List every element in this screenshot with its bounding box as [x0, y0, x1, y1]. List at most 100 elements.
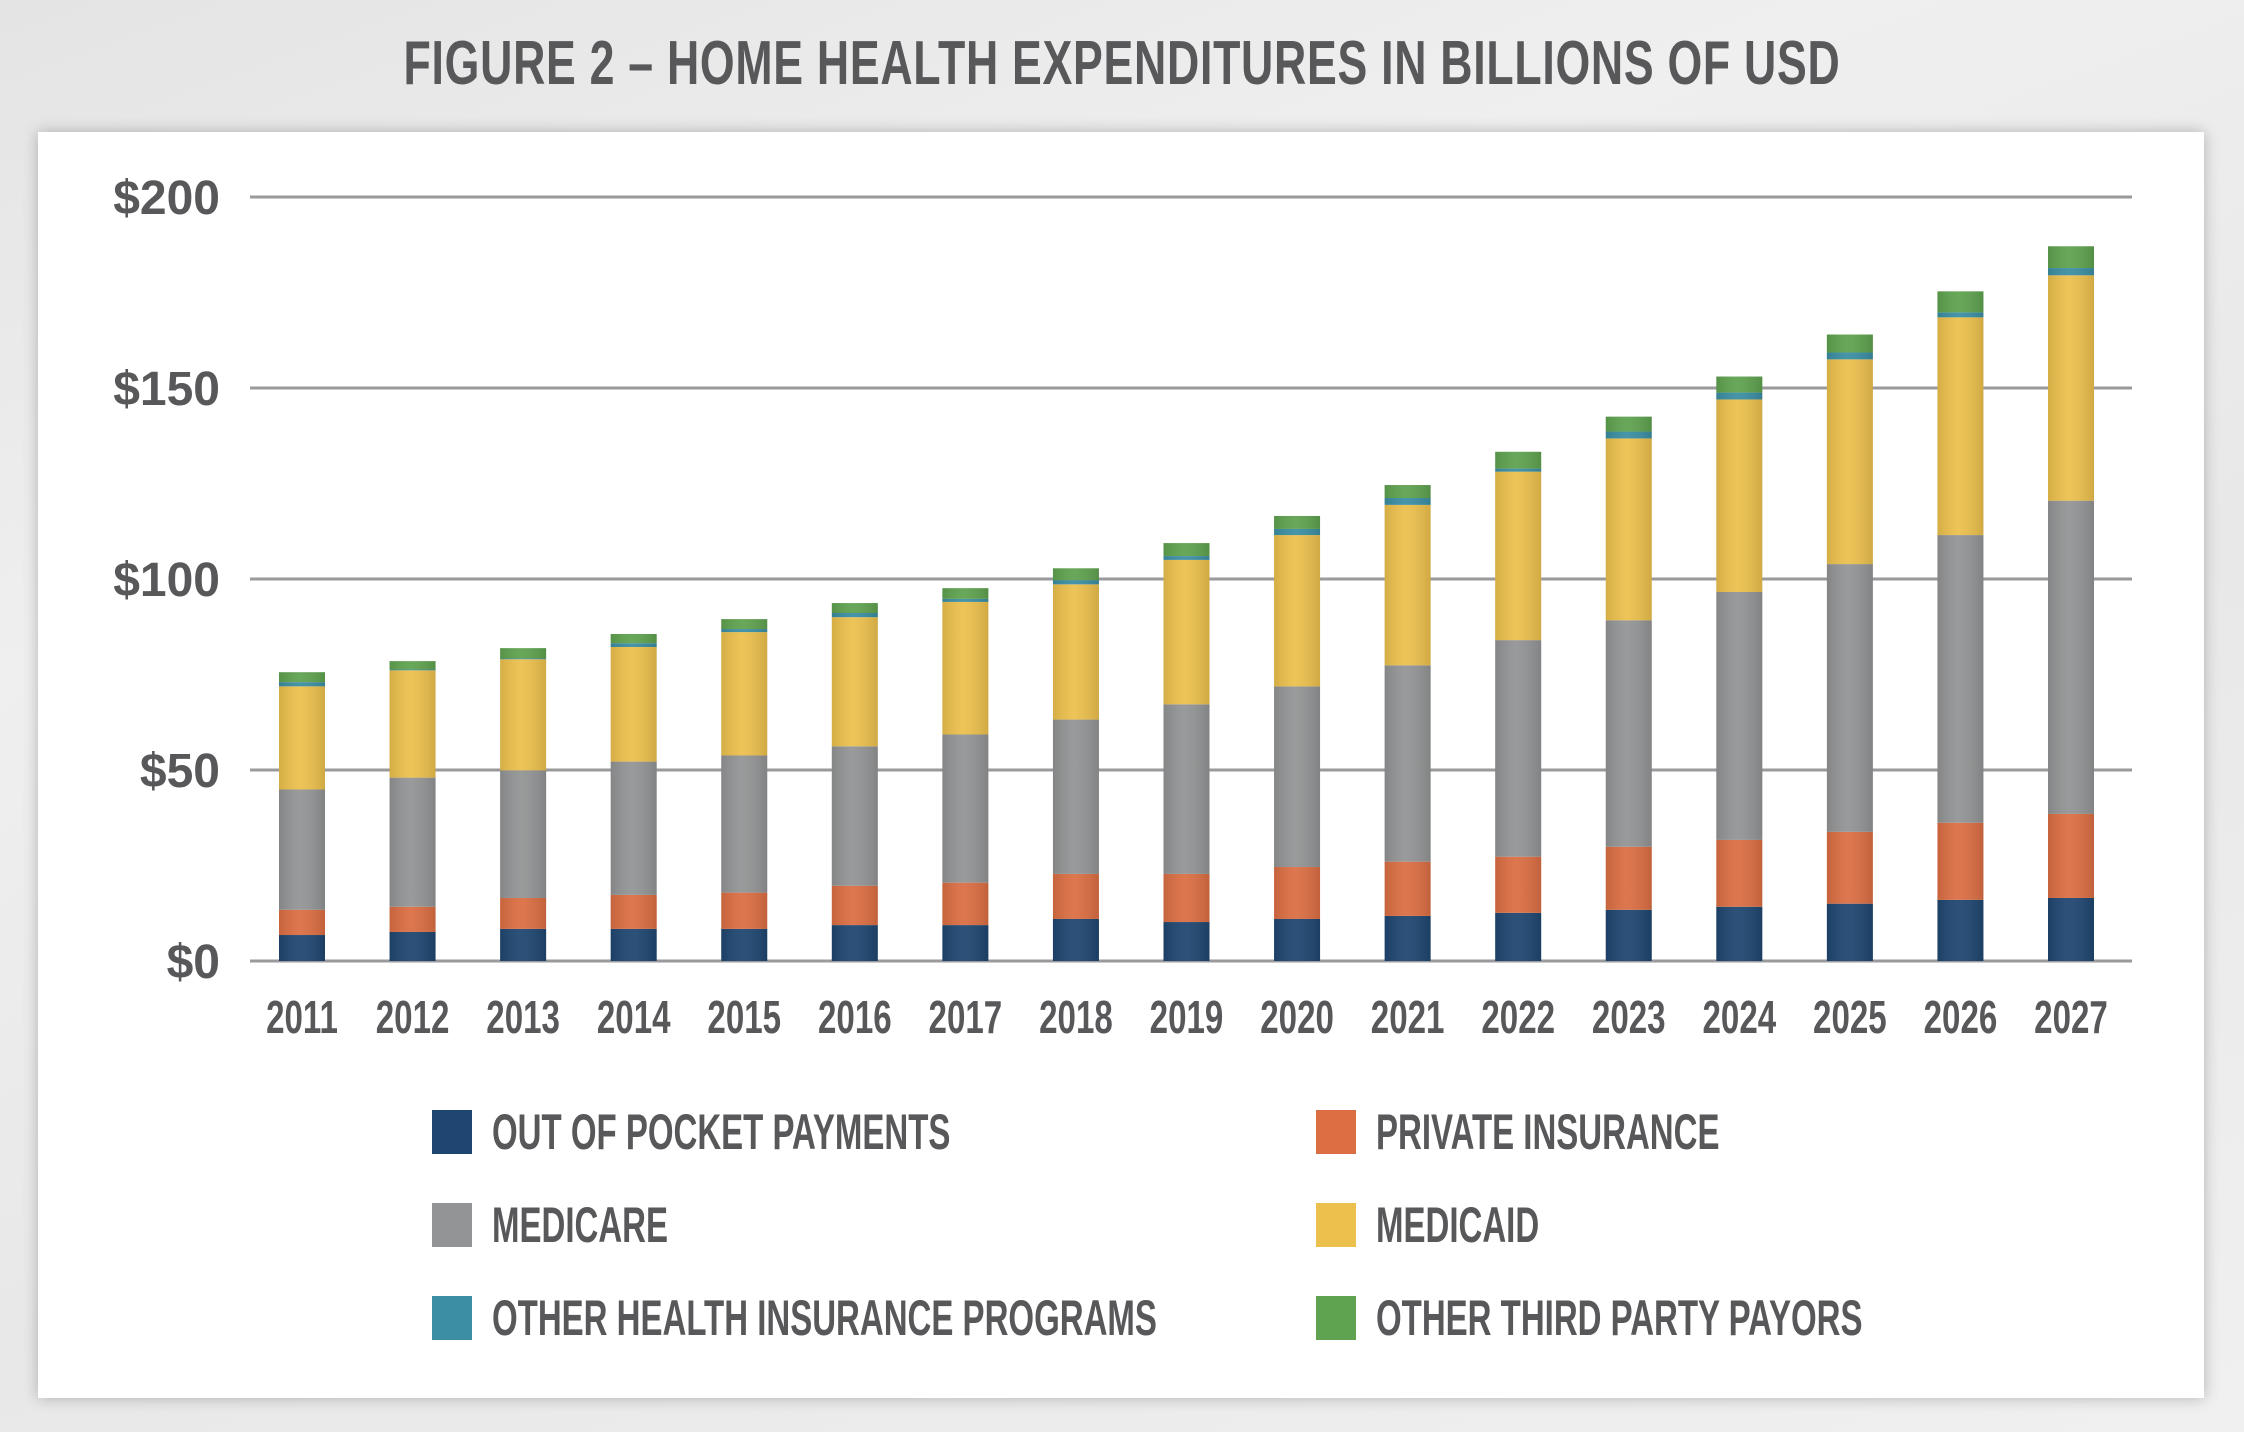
bar-shading — [389, 670, 436, 778]
bar-stack-2021 — [1384, 485, 1431, 961]
x-tick-label: 2013 — [486, 993, 560, 1043]
chart-title: FIGURE 2 – HOME HEALTH EXPENDITURES IN B… — [403, 29, 1841, 98]
bar-shading — [721, 755, 768, 893]
legend-item: OUT OF POCKET PAYMENTS — [432, 1104, 1187, 1160]
bar-shading — [2048, 246, 2094, 269]
x-tick-label: 2011 — [266, 993, 338, 1043]
bar-shading — [1384, 504, 1431, 666]
bar-stack-2024 — [1716, 376, 1763, 961]
bar-shading — [500, 659, 547, 771]
bar-stack-2016 — [831, 603, 878, 961]
bar-shading — [610, 894, 657, 929]
bar-shading — [831, 885, 878, 926]
bar-shading — [389, 669, 436, 671]
bar-shading — [831, 925, 878, 961]
bar-stack-2011 — [279, 672, 325, 961]
bar-shading — [279, 686, 325, 790]
bar-shading — [1052, 873, 1099, 919]
bar-shading — [279, 682, 325, 687]
bar-shading — [1937, 822, 1984, 900]
bar-shading — [1274, 515, 1321, 529]
bar-shading — [1384, 485, 1431, 499]
bar-shading — [831, 603, 878, 613]
x-tick-label: 2014 — [597, 993, 671, 1043]
legend-item: OTHER THIRD PARTY PAYORS — [1316, 1290, 2113, 1346]
bar-shading — [1052, 580, 1099, 585]
bar-shading — [610, 761, 657, 895]
bar-shading — [942, 734, 989, 883]
x-tick-label: 2017 — [929, 993, 1003, 1043]
legend-swatch — [432, 1203, 472, 1247]
bar-shading — [279, 789, 325, 910]
legend-item: MEDICAID — [1316, 1197, 1623, 1253]
bar-shading — [1937, 535, 1984, 823]
bar-shading — [1495, 468, 1542, 472]
bar-shading — [721, 892, 768, 929]
bar-shading — [389, 931, 436, 961]
legend-item: PRIVATE INSURANCE — [1316, 1104, 1896, 1160]
bar-shading — [942, 598, 989, 602]
legend-swatch — [1316, 1296, 1356, 1340]
bar-shading — [500, 658, 547, 660]
bar-shading — [1826, 831, 1873, 904]
bar-stack-2017 — [942, 588, 989, 961]
y-tick-label: $200 — [113, 172, 220, 225]
bar-shading — [1937, 317, 1984, 536]
x-tick-label: 2015 — [707, 993, 781, 1043]
bar-shading — [1605, 416, 1652, 432]
bar-shading — [1495, 912, 1542, 961]
y-tick-label: $150 — [113, 363, 220, 416]
bar-shading — [610, 646, 657, 762]
bar-shading — [1274, 535, 1321, 687]
bar-shading — [500, 928, 547, 961]
bar-stack-2012 — [389, 661, 436, 961]
x-tick-label: 2022 — [1481, 993, 1555, 1043]
bar-shading — [1716, 392, 1763, 400]
bar-stack-2027 — [2048, 246, 2094, 961]
bars — [279, 246, 2094, 961]
legend-label: MEDICAID — [1376, 1197, 1540, 1253]
bar-stack-2026 — [1937, 291, 1984, 961]
bar-shading — [500, 897, 547, 929]
y-tick-label: $100 — [113, 554, 220, 607]
y-axis-ticks: $0 $50 $100 $150 $200 — [113, 172, 220, 989]
bar-stack-2014 — [610, 634, 657, 961]
x-tick-label: 2024 — [1702, 993, 1776, 1043]
bar-shading — [1937, 899, 1984, 961]
bar-stack-2013 — [500, 648, 547, 961]
bar-shading — [1605, 909, 1652, 961]
bar-shading — [610, 643, 657, 647]
bar-shading — [1495, 451, 1542, 469]
bar-shading — [1826, 564, 1873, 832]
x-tick-label: 2026 — [1924, 993, 1998, 1043]
bar-shading — [1605, 620, 1652, 847]
bar-shading — [279, 935, 325, 961]
legend-swatch — [1316, 1203, 1356, 1247]
legend-label: OTHER THIRD PARTY PAYORS — [1376, 1290, 1863, 1346]
bar-shading — [942, 882, 989, 926]
bar-shading — [389, 777, 436, 907]
legend-swatch — [432, 1110, 472, 1154]
bar-shading — [1384, 498, 1431, 505]
bar-shading — [1826, 903, 1873, 961]
legend-swatch — [432, 1296, 472, 1340]
bar-shading — [1052, 568, 1099, 581]
bar-shading — [2048, 500, 2094, 814]
bar-shading — [1605, 846, 1652, 910]
bar-shading — [1274, 686, 1321, 868]
bar-shading — [1274, 867, 1321, 919]
legend-label: OUT OF POCKET PAYMENTS — [492, 1104, 951, 1160]
x-tick-label: 2025 — [1813, 993, 1887, 1043]
bar-shading — [1716, 376, 1763, 393]
bar-shading — [1605, 438, 1652, 621]
y-tick-label: $0 — [167, 936, 220, 989]
x-tick-label: 2021 — [1371, 993, 1445, 1043]
bar-shading — [1163, 556, 1210, 560]
legend-label: PRIVATE INSURANCE — [1376, 1104, 1720, 1160]
bar-shading — [721, 619, 768, 630]
bar-shading — [1495, 856, 1542, 913]
x-tick-label: 2027 — [2034, 993, 2108, 1043]
bar-shading — [500, 648, 547, 659]
y-tick-label: $50 — [140, 745, 220, 798]
